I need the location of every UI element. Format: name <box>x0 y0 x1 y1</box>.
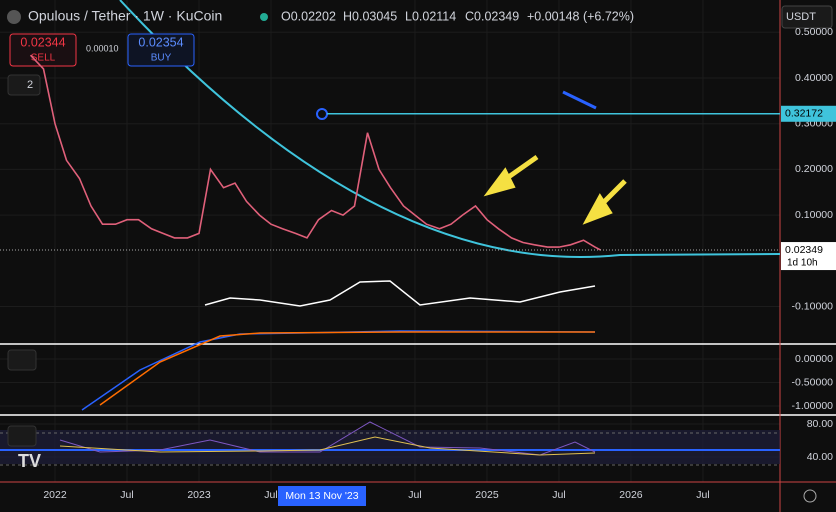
indicators-toggle[interactable] <box>7 74 41 96</box>
logo: TV <box>18 451 41 471</box>
y-tick-label: -1.00000 <box>792 400 834 412</box>
y-tick-label: 0.50000 <box>795 26 833 38</box>
countdown: 1d 10h <box>787 258 818 269</box>
x-tick-label: Jul <box>408 489 421 501</box>
hline-label: 0.32172 <box>785 108 823 120</box>
y-tick-label: 40.00 <box>807 451 833 463</box>
currency: USDT <box>786 11 816 23</box>
rsi-band <box>0 430 780 464</box>
volume-ma <box>204 280 596 307</box>
pane-toggle[interactable] <box>7 349 37 371</box>
buy-button[interactable] <box>127 33 195 67</box>
y-tick-label: 0.20000 <box>795 163 833 175</box>
low: L0.02114 <box>405 9 456 23</box>
sell-price: 0.02344 <box>20 35 65 49</box>
y-tick-label: 0.00000 <box>795 353 833 365</box>
high: H0.03045 <box>343 9 397 23</box>
x-tick-label: 2022 <box>43 489 67 501</box>
trend-drawing <box>562 90 597 110</box>
x-tick-label: Jul <box>696 489 709 501</box>
buy-price: 0.02354 <box>138 35 183 49</box>
rsi-ma <box>59 436 596 456</box>
hline-label-bg <box>781 105 836 122</box>
crosshair-label: Mon 13 Nov '23 <box>285 490 358 502</box>
currency-select[interactable] <box>781 5 833 29</box>
x-tick-label: 2025 <box>475 489 499 501</box>
close: C0.02349 <box>465 9 519 23</box>
x-tick-label: 2026 <box>619 489 643 501</box>
change: +0.00148 (+6.72%) <box>527 9 634 23</box>
pane-toggle[interactable] <box>7 425 37 447</box>
symbol-icon <box>7 10 21 24</box>
buy-label: BUY <box>151 53 172 64</box>
y-tick-label: -0.50000 <box>792 376 834 388</box>
x-tick-label: Jul <box>120 489 133 501</box>
signal-line <box>99 331 595 406</box>
open: O0.02202 <box>281 9 336 23</box>
last-price-bg <box>781 242 836 271</box>
y-tick-label: 80.00 <box>807 418 833 430</box>
arrow <box>483 154 539 197</box>
arc-drawing <box>119 0 781 259</box>
price-line <box>29 54 602 251</box>
y-tick-label: 0.40000 <box>795 72 833 84</box>
x-tick-label: 2023 <box>187 489 211 501</box>
x-tick-label: Jul <box>264 489 277 501</box>
rsi-line <box>59 421 596 456</box>
sell-label: SELL <box>31 53 56 64</box>
crosshair-label-bg <box>278 486 366 506</box>
last-price-label: 0.02349 <box>785 244 823 256</box>
indicator-count: 2 <box>27 79 33 91</box>
status-dot <box>260 13 268 21</box>
sell-button[interactable] <box>9 33 77 67</box>
x-tick-label: Jul <box>552 489 565 501</box>
y-tick-label: -0.10000 <box>792 300 834 312</box>
spread: 0.00010 <box>86 43 119 53</box>
symbol[interactable]: Opulous / Tether · 1W · KuCoin <box>28 8 222 24</box>
settings[interactable] <box>803 489 817 503</box>
arrow <box>582 179 627 225</box>
y-tick-label: 0.10000 <box>795 209 833 221</box>
